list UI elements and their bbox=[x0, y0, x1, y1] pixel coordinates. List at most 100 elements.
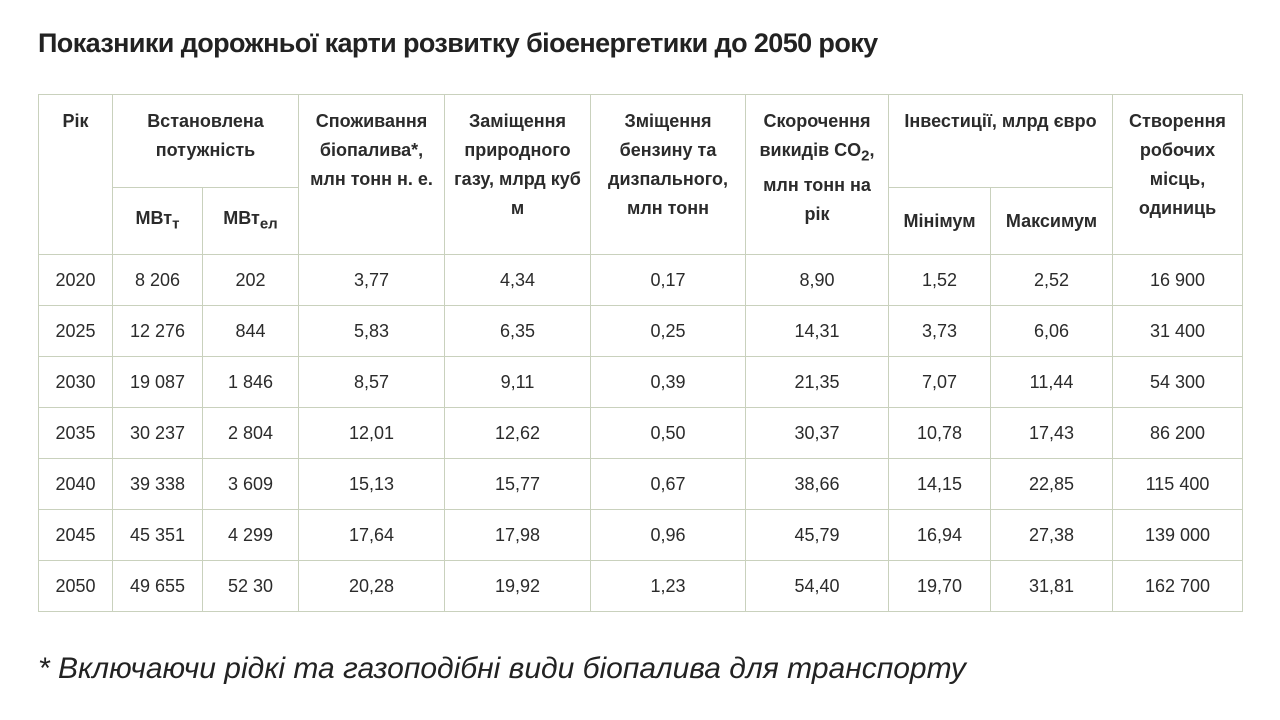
table-cell: 17,64 bbox=[298, 509, 445, 561]
table-cell: 54,40 bbox=[745, 560, 889, 612]
table-cell: 15,13 bbox=[298, 458, 445, 510]
table-row: 2050 49 655 52 30 20,28 19,92 1,23 54,40 19,70 3… bbox=[38, 560, 1243, 612]
data-table: Рік Встановлена потужність Споживання бі… bbox=[38, 94, 1243, 612]
table-cell: 30,37 bbox=[745, 407, 889, 459]
table-cell: 30 237 bbox=[112, 407, 203, 459]
table-cell: 31,81 bbox=[990, 560, 1113, 612]
table-cell: 31 400 bbox=[1112, 305, 1243, 357]
table-cell: 11,44 bbox=[990, 356, 1113, 408]
table-cell: 3,77 bbox=[298, 254, 445, 306]
table-cell: 15,77 bbox=[444, 458, 591, 510]
table-cell: 45 351 bbox=[112, 509, 203, 561]
table-row: 2020 8 206 202 3,77 4,34 0,17 8,90 1,52 2,52 16 9… bbox=[38, 254, 1243, 306]
table-cell: 19,92 bbox=[444, 560, 591, 612]
table-cell: 54 300 bbox=[1112, 356, 1243, 408]
table-cell: 22,85 bbox=[990, 458, 1113, 510]
table-row: 2035 30 237 2 804 12,01 12,62 0,50 30,37 10,78 1… bbox=[38, 407, 1243, 459]
table-cell: 115 400 bbox=[1112, 458, 1243, 510]
table-cell: 0,50 bbox=[590, 407, 746, 459]
table-cell: 14,31 bbox=[745, 305, 889, 357]
table-cell: 0,25 bbox=[590, 305, 746, 357]
table-cell: 39 338 bbox=[112, 458, 203, 510]
table-cell: 2030 bbox=[38, 356, 113, 408]
table-cell: 2040 bbox=[38, 458, 113, 510]
header-cell: Мінімум bbox=[888, 187, 991, 255]
table-cell: 202 bbox=[202, 254, 299, 306]
table-cell: 16 900 bbox=[1112, 254, 1243, 306]
table-cell: 139 000 bbox=[1112, 509, 1243, 561]
table-cell: 14,15 bbox=[888, 458, 991, 510]
table-cell: 8 206 bbox=[112, 254, 203, 306]
footnote: * Включаючи рідкі та газоподібні види бі… bbox=[38, 652, 966, 685]
table-cell: 5,83 bbox=[298, 305, 445, 357]
table-cell: 21,35 bbox=[745, 356, 889, 408]
table-cell: 12 276 bbox=[112, 305, 203, 357]
table-cell: 27,38 bbox=[990, 509, 1113, 561]
table-cell: 19,70 bbox=[888, 560, 991, 612]
table-cell: 6,35 bbox=[444, 305, 591, 357]
table-cell: 12,01 bbox=[298, 407, 445, 459]
table-cell: 2020 bbox=[38, 254, 113, 306]
table-cell: 8,90 bbox=[745, 254, 889, 306]
subscript: 2 bbox=[861, 147, 870, 165]
header-cell: Зміщення бензину та дизпального, млн тон… bbox=[590, 94, 746, 255]
header-cell: МВтт bbox=[112, 187, 203, 255]
table-cell: 2050 bbox=[38, 560, 113, 612]
table-cell: 0,67 bbox=[590, 458, 746, 510]
table-cell: 2035 bbox=[38, 407, 113, 459]
table-cell: 86 200 bbox=[1112, 407, 1243, 459]
table-cell: 2045 bbox=[38, 509, 113, 561]
header-cell: Заміщення природного газу, млрд куб м bbox=[444, 94, 591, 255]
header-cell: Споживання біопалива*, млн тонн н. е. bbox=[298, 94, 445, 255]
table-cell: 52 30 bbox=[202, 560, 299, 612]
table-cell: 844 bbox=[202, 305, 299, 357]
table-cell: 9,11 bbox=[444, 356, 591, 408]
title: Показники дорожньої карти розвитку біоен… bbox=[38, 28, 878, 58]
header-text: , млн тонн на рік bbox=[763, 140, 875, 224]
table-cell: 2025 bbox=[38, 305, 113, 357]
table-cell: 45,79 bbox=[745, 509, 889, 561]
subscript: ел bbox=[259, 215, 278, 233]
table-cell: 20,28 bbox=[298, 560, 445, 612]
table-row: 2045 45 351 4 299 17,64 17,98 0,96 45,79 16,94 2… bbox=[38, 509, 1243, 561]
header-cell: Скорочення викидів CO2, млн тонн на рік bbox=[745, 94, 889, 255]
table-cell: 49 655 bbox=[112, 560, 203, 612]
header-cell: Інвестиції, млрд євро bbox=[888, 94, 1113, 188]
header-text: МВт bbox=[223, 207, 260, 228]
table-row: 2040 39 338 3 609 15,13 15,77 0,67 38,66 14,15 2… bbox=[38, 458, 1243, 510]
table-cell: 0,96 bbox=[590, 509, 746, 561]
header-cell: Рік bbox=[38, 94, 113, 255]
table-cell: 1,52 bbox=[888, 254, 991, 306]
table-cell: 4 299 bbox=[202, 509, 299, 561]
header-cell: Створення робочих місць, одиниць bbox=[1112, 94, 1243, 255]
table-cell: 4,34 bbox=[444, 254, 591, 306]
header-cell: МВтел bbox=[202, 187, 299, 255]
table-cell: 8,57 bbox=[298, 356, 445, 408]
table-cell: 38,66 bbox=[745, 458, 889, 510]
table-cell: 16,94 bbox=[888, 509, 991, 561]
header-cell: Максимум bbox=[990, 187, 1113, 255]
table-cell: 12,62 bbox=[444, 407, 591, 459]
header-cell: Встановлена потужність bbox=[112, 94, 299, 188]
table-cell: 0,39 bbox=[590, 356, 746, 408]
table-body: 2020 8 206 202 3,77 4,34 0,17 8,90 1,52 2,52 16 9… bbox=[38, 254, 1243, 612]
table-row: 2030 19 087 1 846 8,57 9,11 0,39 21,35 7,07 11,4… bbox=[38, 356, 1243, 408]
table-cell: 7,07 bbox=[888, 356, 991, 408]
table-cell: 6,06 bbox=[990, 305, 1113, 357]
table-cell: 2 804 bbox=[202, 407, 299, 459]
table-cell: 1 846 bbox=[202, 356, 299, 408]
table-cell: 1,23 bbox=[590, 560, 746, 612]
table-cell: 17,43 bbox=[990, 407, 1113, 459]
table-cell: 3 609 bbox=[202, 458, 299, 510]
subscript: т bbox=[172, 215, 180, 233]
table-cell: 17,98 bbox=[444, 509, 591, 561]
header-text: МВт bbox=[135, 207, 173, 228]
table-cell: 2,52 bbox=[990, 254, 1113, 306]
header-text: Скорочення викидів CO bbox=[759, 111, 871, 160]
table-cell: 3,73 bbox=[888, 305, 991, 357]
table-row: 2025 12 276 844 5,83 6,35 0,25 14,31 3,73 6,06 31… bbox=[38, 305, 1243, 357]
table-cell: 10,78 bbox=[888, 407, 991, 459]
table-cell: 0,17 bbox=[590, 254, 746, 306]
table-cell: 19 087 bbox=[112, 356, 203, 408]
table-cell: 162 700 bbox=[1112, 560, 1243, 612]
